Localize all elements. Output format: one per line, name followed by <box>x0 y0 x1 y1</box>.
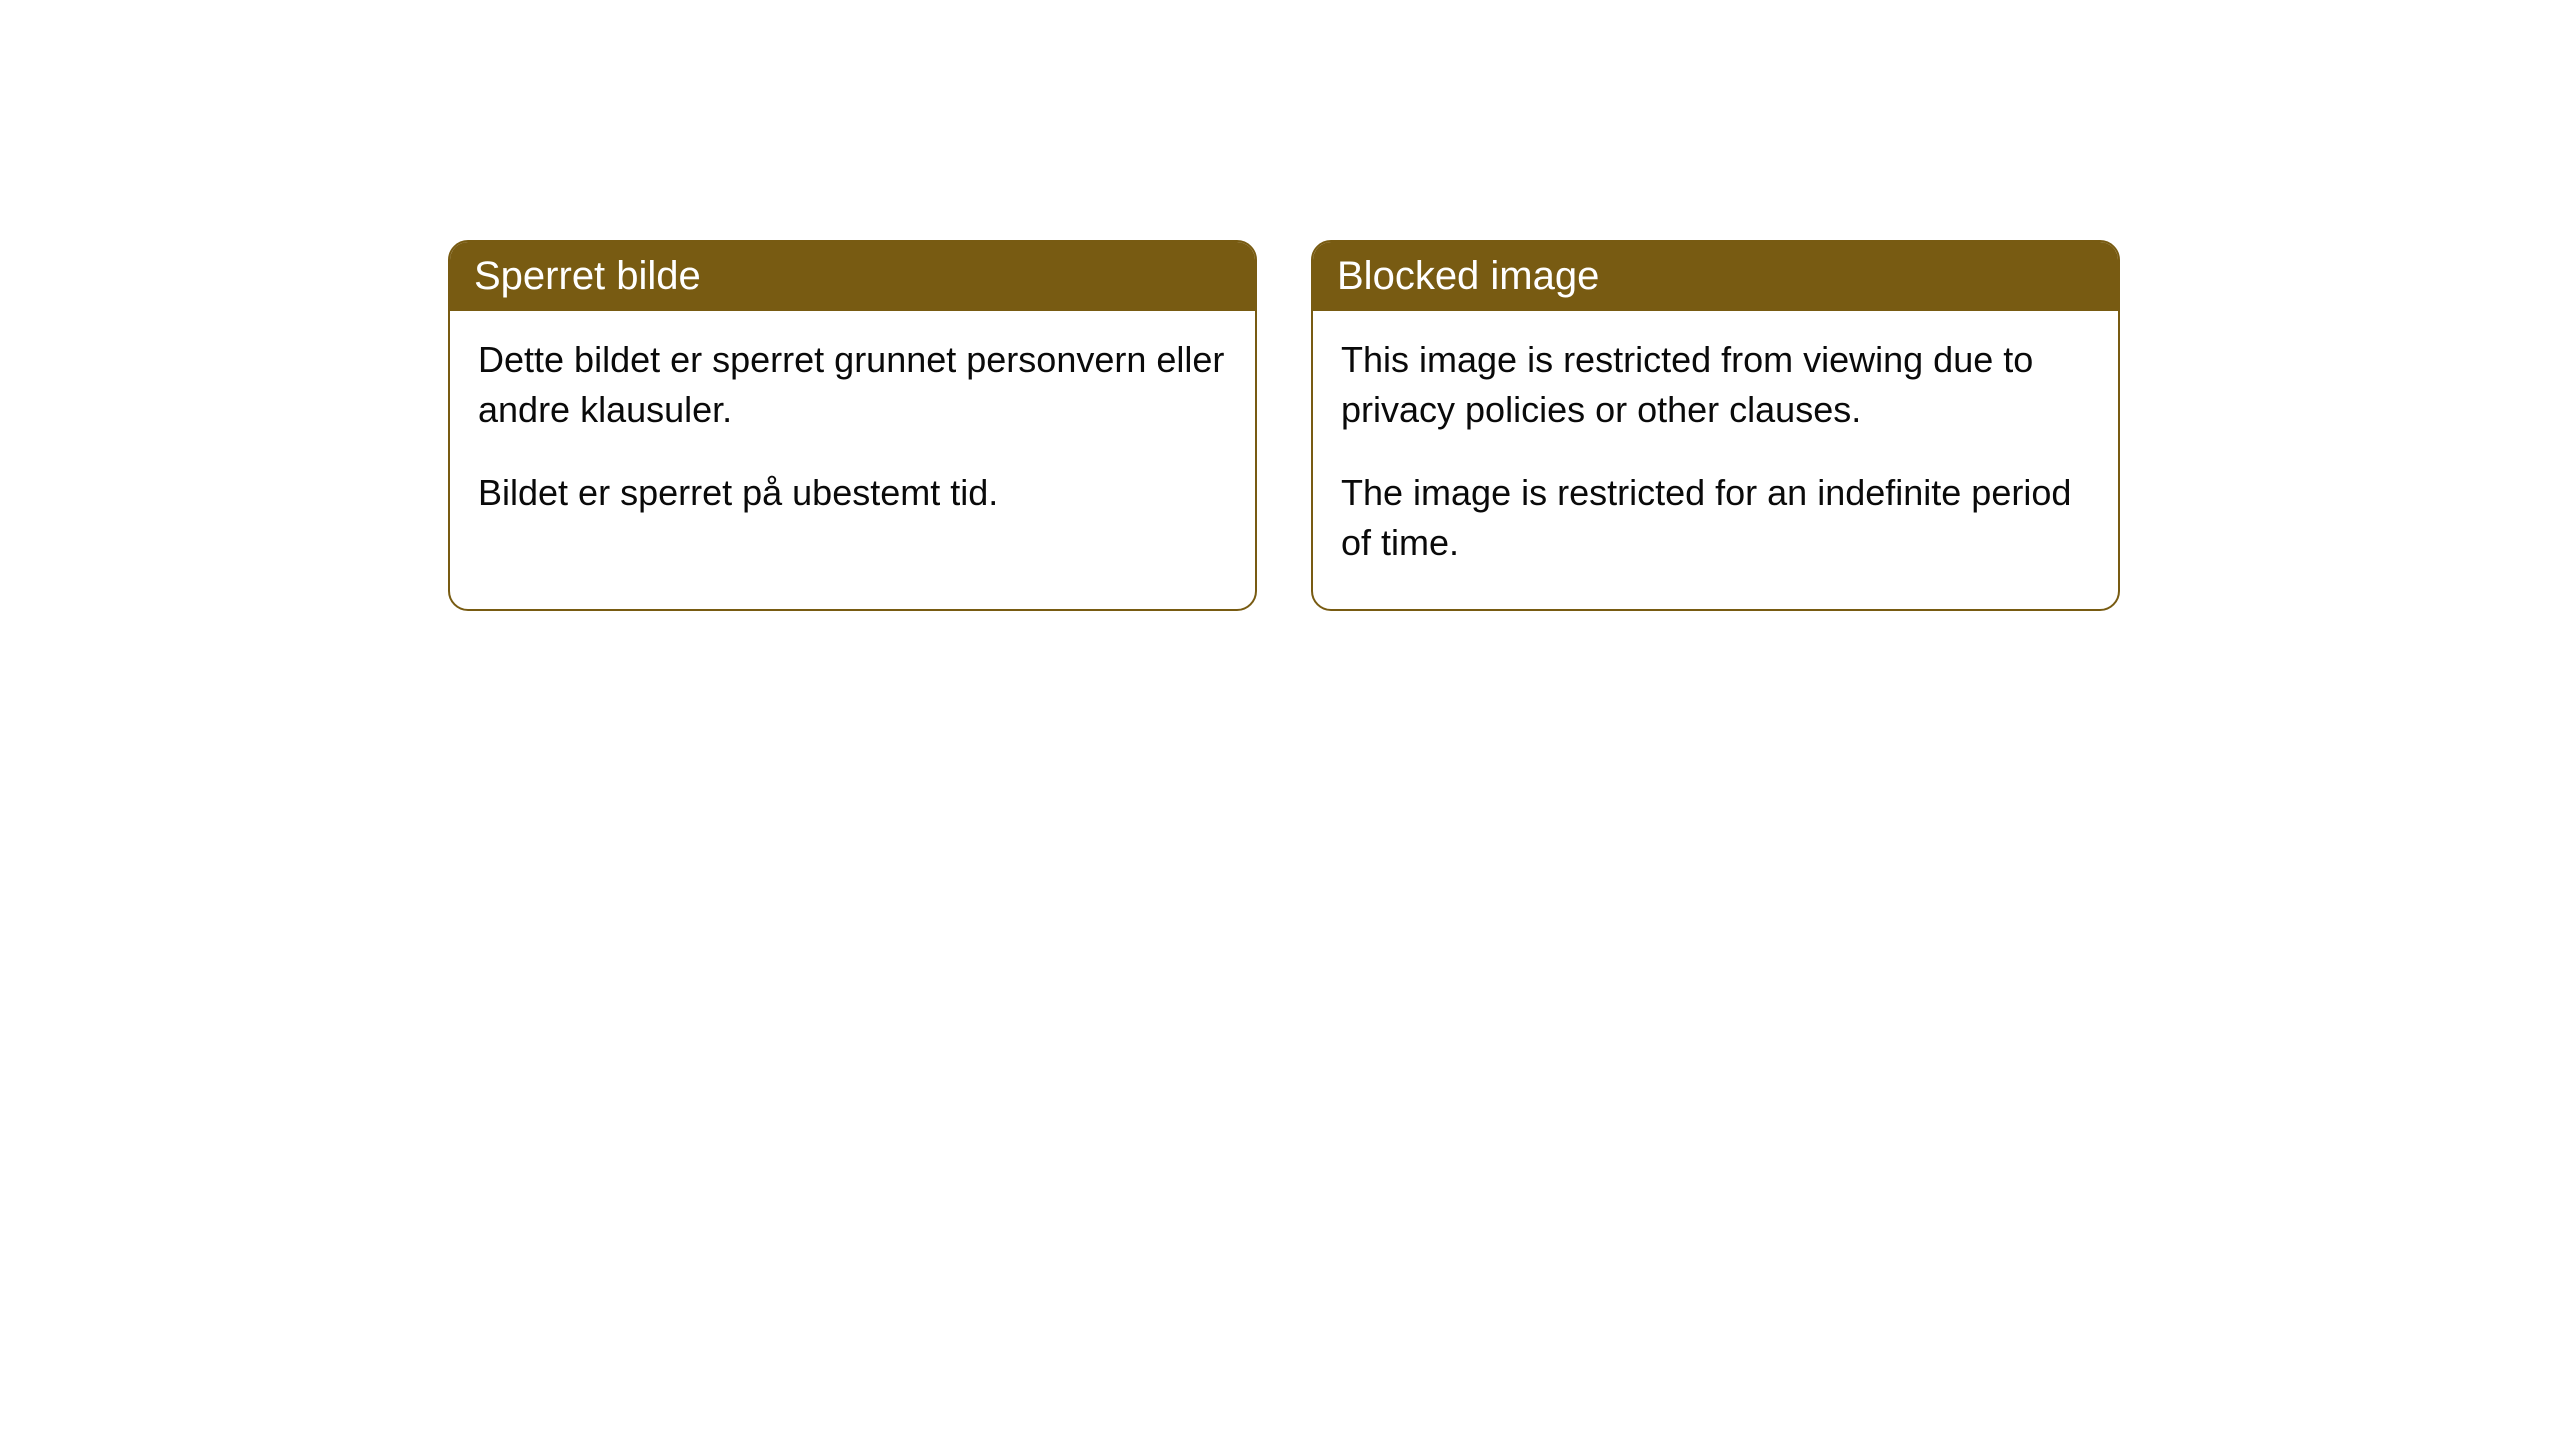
card-body-norwegian: Dette bildet er sperret grunnet personve… <box>450 311 1255 558</box>
card-body-english: This image is restricted from viewing du… <box>1313 311 2118 609</box>
blocked-image-card-norwegian: Sperret bilde Dette bildet er sperret gr… <box>448 240 1257 611</box>
card-title-english: Blocked image <box>1337 254 1599 298</box>
card-paragraph-2-norwegian: Bildet er sperret på ubestemt tid. <box>478 468 1227 518</box>
card-paragraph-1-english: This image is restricted from viewing du… <box>1341 335 2090 436</box>
blocked-image-card-english: Blocked image This image is restricted f… <box>1311 240 2120 611</box>
card-header-english: Blocked image <box>1313 242 2118 311</box>
card-paragraph-2-english: The image is restricted for an indefinit… <box>1341 468 2090 569</box>
card-header-norwegian: Sperret bilde <box>450 242 1255 311</box>
cards-container: Sperret bilde Dette bildet er sperret gr… <box>0 0 2560 611</box>
card-paragraph-1-norwegian: Dette bildet er sperret grunnet personve… <box>478 335 1227 436</box>
card-title-norwegian: Sperret bilde <box>474 254 701 298</box>
